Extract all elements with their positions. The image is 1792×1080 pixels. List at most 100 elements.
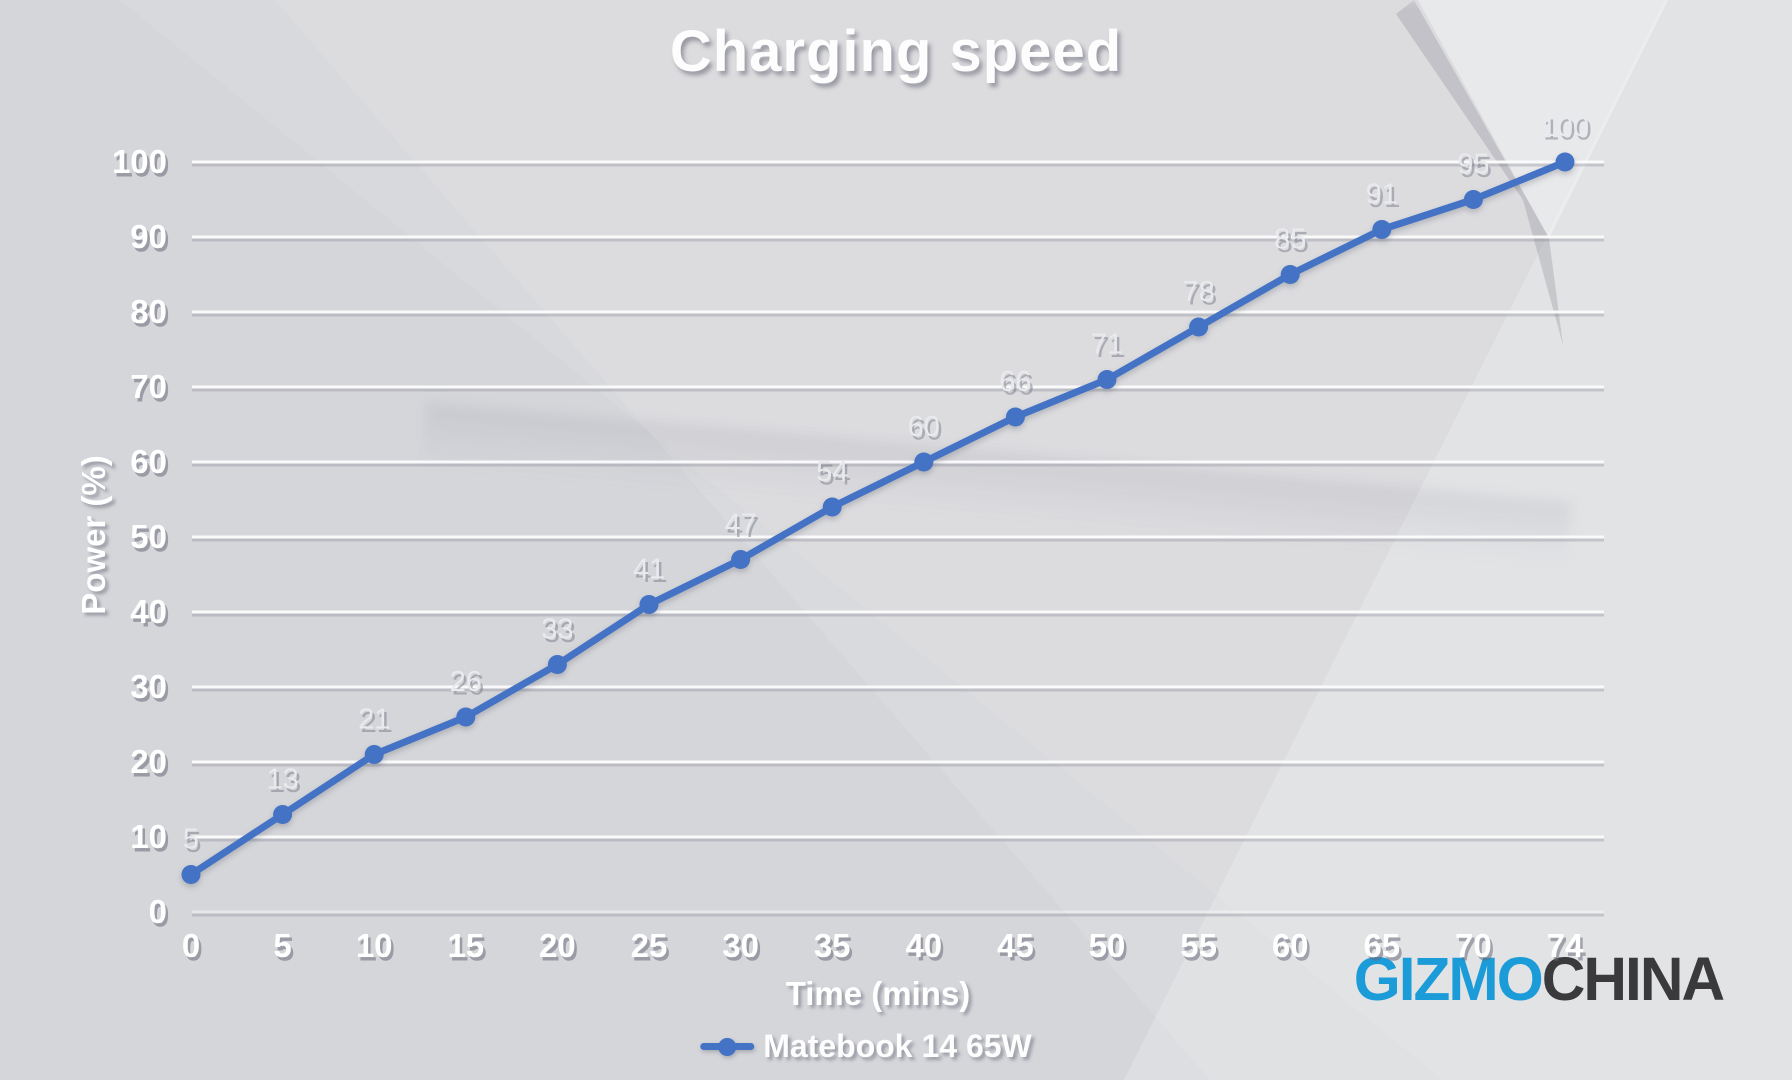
data-point-label-shadow: 13 <box>269 767 301 799</box>
y-tick-label-shadow: 80 <box>133 297 170 334</box>
y-tick-label-shadow: 60 <box>133 447 170 484</box>
data-point-label: 71 <box>1091 329 1123 361</box>
x-tick-label-shadow: 65 <box>1366 931 1403 968</box>
x-tick-label-shadow: 5 <box>276 931 294 968</box>
data-point-label-shadow: 71 <box>1093 332 1125 364</box>
data-point-label-shadow: 5 <box>185 827 201 859</box>
x-tick-label: 40 <box>905 927 942 964</box>
legend-series-label: Matebook 14 65W <box>763 1028 1032 1064</box>
data-point-label-shadow: 47 <box>727 512 759 544</box>
x-tick-label-shadow: 70 <box>1458 931 1495 968</box>
data-point-label: 26 <box>450 666 482 698</box>
data-point-label-shadow: 33 <box>544 617 576 649</box>
y-tick-label-shadow: 90 <box>133 222 170 259</box>
data-point-label-shadow: 85 <box>1277 227 1309 259</box>
data-point-marker <box>914 452 934 472</box>
data-point-marker <box>1097 370 1117 389</box>
data-point-marker <box>547 655 567 674</box>
data-point-label-shadow: 26 <box>452 670 484 702</box>
data-point-label-shadow: 21 <box>361 707 393 739</box>
x-tick-label: 20 <box>539 927 576 964</box>
data-point-label: 5 <box>183 824 199 856</box>
data-point-label-shadow: 78 <box>1185 280 1217 312</box>
x-tick-label: 74 <box>1547 927 1584 964</box>
x-tick-label: 65 <box>1363 927 1400 964</box>
x-tick-label-shadow: 20 <box>542 931 579 968</box>
x-tick-label: 45 <box>997 927 1034 964</box>
x-tick-label: 50 <box>1089 927 1126 964</box>
data-point-marker <box>181 865 201 884</box>
x-tick-label-shadow: 10 <box>358 931 395 968</box>
data-point-label: 78 <box>1182 276 1214 308</box>
data-point-label-shadow: 54 <box>819 460 851 492</box>
x-tick-label: 35 <box>814 927 851 964</box>
data-point-marker <box>639 595 659 614</box>
data-point-label-shadow: 66 <box>1002 370 1034 402</box>
data-point-label: 47 <box>724 509 756 541</box>
x-tick-label: 15 <box>447 927 484 964</box>
y-tick-label: 0 <box>149 893 167 930</box>
y-tick-label: 80 <box>130 293 167 330</box>
x-tick-label-shadow: 15 <box>450 931 487 968</box>
y-tick-label: 10 <box>130 818 167 855</box>
x-tick-label-shadow: 60 <box>1274 931 1311 968</box>
logo-text-china: CHINA <box>1541 945 1725 1013</box>
x-tick-label-shadow: 50 <box>1091 931 1128 968</box>
data-point-label: 91 <box>1366 179 1398 211</box>
data-point-marker <box>273 805 293 824</box>
y-tick-label: 90 <box>130 218 167 255</box>
data-point-marker <box>1189 317 1209 337</box>
data-point-marker <box>364 745 384 764</box>
y-tick-label-shadow: 40 <box>133 597 170 634</box>
data-point-marker <box>1463 190 1483 209</box>
x-tick-label: 10 <box>356 927 393 964</box>
series-matebook-14-65w <box>181 152 1575 884</box>
x-tick-label: 25 <box>631 927 668 964</box>
x-tick-label: 0 <box>182 927 200 964</box>
legend-line-marker <box>700 1037 755 1056</box>
data-point-marker <box>1555 152 1575 172</box>
x-tick-label: 5 <box>273 927 291 964</box>
y-tick-label-shadow: 50 <box>133 522 170 559</box>
x-tick-label: 70 <box>1455 927 1492 964</box>
data-point-marker <box>1005 407 1025 427</box>
y-tick-label-shadow: 0 <box>151 897 169 934</box>
data-point-label: 13 <box>266 764 298 796</box>
x-tick-label-shadow: 40 <box>908 931 945 968</box>
data-point-label: 95 <box>1457 149 1489 181</box>
chart-title: Charging speed <box>669 19 1123 84</box>
y-tick-label: 60 <box>130 443 167 480</box>
data-point-marker <box>731 550 751 569</box>
y-tick-label-shadow: 30 <box>133 672 170 709</box>
x-axis-title: Time (mins) <box>785 975 971 1012</box>
y-tick-label: 70 <box>130 368 167 405</box>
legend: Matebook 14 65W <box>700 1028 1032 1065</box>
x-tick-label: 30 <box>722 927 759 964</box>
y-tick-label: 20 <box>130 743 167 780</box>
x-tick-label-shadow: 0 <box>184 931 202 968</box>
y-tick-label: 100 <box>112 143 167 180</box>
data-point-label: 33 <box>541 614 573 646</box>
data-point-marker <box>1372 220 1392 239</box>
x-tick-label-shadow: 35 <box>816 931 853 968</box>
x-tick-label-shadow: 30 <box>725 931 762 968</box>
data-point-label-shadow: 91 <box>1368 182 1400 214</box>
data-point-label-shadow: 60 <box>910 415 942 447</box>
x-tick-label-shadow: 25 <box>633 931 670 968</box>
data-point-label: 41 <box>633 554 665 586</box>
data-point-label: 21 <box>358 704 390 736</box>
data-point-label-shadow: 41 <box>635 557 667 589</box>
data-point-label: 60 <box>908 411 940 443</box>
y-tick-label: 50 <box>130 518 167 555</box>
x-tick-label: 60 <box>1272 927 1309 964</box>
data-point-label: 85 <box>1274 224 1306 256</box>
gizmochina-logo: GIZMOCHINA <box>1354 944 1725 1014</box>
y-tick-label-shadow: 10 <box>133 822 170 859</box>
x-tick-label-shadow: 55 <box>1183 931 1220 968</box>
series-polyline <box>187 158 1569 878</box>
data-point-marker <box>1280 265 1300 284</box>
x-tick-label-shadow: 45 <box>1000 931 1037 968</box>
data-point-label-shadow: 95 <box>1460 152 1492 184</box>
